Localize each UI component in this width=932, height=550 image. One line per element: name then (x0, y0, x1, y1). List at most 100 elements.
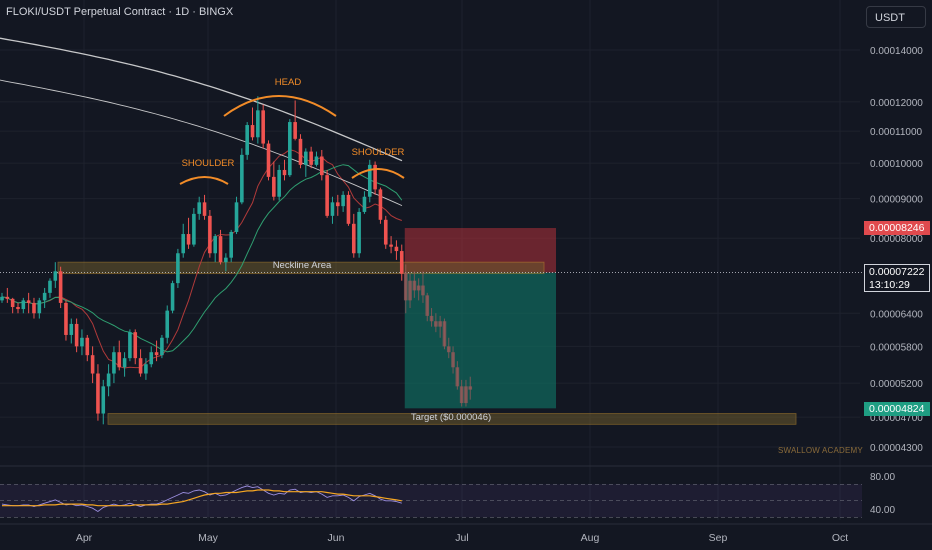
candle-body (42, 292, 47, 301)
candle-body (197, 202, 202, 214)
take-profit-zone (404, 272, 556, 409)
trade-zones (0, 228, 864, 425)
projection-candle-body (429, 315, 434, 322)
head-arc (223, 95, 337, 117)
projection-candle-body (455, 367, 460, 387)
candle-body (367, 164, 372, 197)
candle-body (261, 110, 265, 144)
chart-title: FLOKI/USDT Perpetual Contract · 1D · BIN… (6, 6, 234, 18)
candle-body (101, 386, 106, 414)
time-axis[interactable]: Apr May Jun Jul Aug Sep Oct (76, 532, 848, 544)
price-tick-label: 0.00012000 (870, 98, 923, 109)
candle-body (288, 122, 292, 176)
rsi-tick-label: 40.00 (870, 505, 895, 516)
rsi-tick-label: 80.00 (870, 472, 895, 483)
bar-countdown: 13:10:29 (869, 278, 910, 291)
candle-body (240, 154, 244, 203)
right-shoulder-label: SHOULDER (352, 147, 405, 158)
candle-body (213, 236, 217, 254)
currency-button[interactable]: USDT (866, 6, 926, 28)
projection-candle-body (468, 386, 473, 390)
candle-body (154, 352, 159, 356)
candle-body (309, 151, 313, 165)
candle-body (378, 189, 383, 220)
rsi-ma-line (2, 489, 402, 507)
candle-body (80, 337, 84, 347)
candle-body (277, 169, 281, 197)
ma-200-line (0, 79, 403, 207)
candle-body (21, 300, 26, 310)
candle-body (144, 364, 148, 374)
projection-candle-body (434, 321, 438, 327)
candle-body (128, 332, 132, 359)
candle-body (106, 373, 111, 387)
candle-body (170, 283, 175, 311)
price-tick-label: 0.00005200 (870, 379, 923, 390)
candle-body (112, 352, 116, 374)
price-tick-label: 0.00006400 (870, 309, 923, 320)
candle-body (330, 202, 335, 216)
neckline-label: Neckline Area (273, 260, 332, 271)
candle-body (314, 156, 319, 165)
ma-short-line (1, 149, 402, 369)
candle-body (325, 175, 329, 216)
candle-body (202, 202, 207, 216)
projection-candle-body (421, 285, 425, 296)
candle-body (58, 271, 63, 303)
price-axis[interactable]: 0.00014000 0.00012000 0.00011000 0.00010000… (870, 46, 923, 454)
price-tick-label: 0.00005800 (870, 342, 923, 353)
candle-body (64, 302, 68, 335)
price-tick-label: 0.00011000 (870, 127, 923, 138)
head-label: HEAD (275, 77, 302, 88)
time-tick-label: May (198, 532, 219, 544)
candle-body (0, 296, 4, 301)
candle-body (74, 323, 79, 347)
candle-body (32, 302, 36, 314)
projection-candle-body (403, 272, 408, 301)
candle-body (394, 246, 399, 252)
candle-body (304, 151, 308, 165)
price-tick-label: 0.00010000 (870, 159, 923, 170)
time-tick-label: Oct (832, 532, 848, 544)
right-shoulder-arc (351, 168, 405, 179)
candle-body (90, 355, 95, 374)
candle-body (138, 358, 143, 374)
price-tick-label: 0.00004700 (870, 413, 923, 424)
candle-body (160, 337, 164, 356)
time-tick-label: Aug (581, 532, 600, 544)
target-label: Target ($0.000046) (411, 412, 491, 423)
candle-body (16, 307, 20, 310)
candle-body (389, 244, 393, 247)
candle-body (234, 202, 239, 232)
projection-candle-body (416, 285, 421, 291)
candle-body (383, 219, 388, 245)
price-tick-label: 0.00009000 (870, 195, 923, 206)
candle-body (176, 253, 180, 284)
candle-body (117, 352, 122, 368)
candle-body (272, 176, 276, 197)
projection-candle-body (464, 386, 468, 404)
candle-body (399, 251, 404, 274)
candle-body (149, 352, 154, 365)
left-shoulder-arc (179, 176, 229, 185)
left-shoulder-label: SHOULDER (182, 158, 235, 169)
projection-candle-body (446, 346, 451, 353)
candle-body (10, 298, 15, 308)
projection-candle-body (412, 280, 417, 291)
time-tick-label: Apr (76, 532, 93, 544)
projection-candle-body (459, 386, 464, 404)
candle-body (298, 138, 303, 165)
ma-long-line (0, 37, 403, 162)
candle-body (48, 280, 52, 293)
rsi-panel: 80.00 40.00 (0, 465, 932, 525)
candle-body (229, 231, 233, 258)
time-tick-label: Jul (455, 532, 468, 544)
candle-body (224, 257, 228, 263)
watermark-text: SWALLOW ACADEMY (778, 446, 863, 455)
candles (0, 96, 473, 425)
price-tick-label: 0.00014000 (870, 46, 923, 57)
time-tick-label: Sep (709, 532, 728, 544)
projection-candle-body (442, 321, 447, 347)
candle-body (335, 202, 340, 207)
